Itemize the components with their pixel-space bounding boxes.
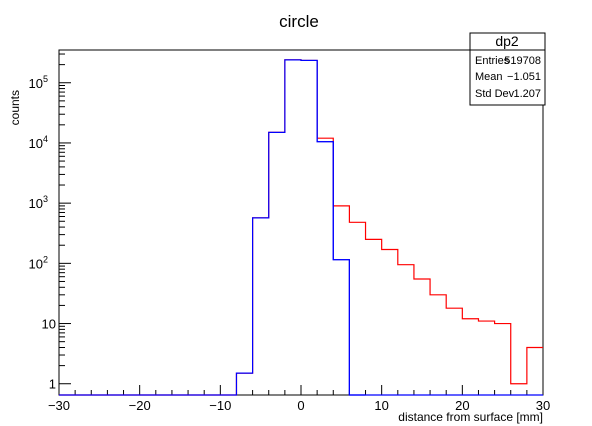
stats-label-mean: Mean	[475, 71, 503, 83]
stats-value-mean: −1.051	[507, 71, 541, 83]
series-layer	[59, 59, 543, 396]
series-step-line	[59, 59, 543, 396]
x-tick-label: 20	[455, 398, 469, 413]
y-tick-label: 102	[29, 254, 48, 271]
y-axis-label: counts	[8, 90, 22, 125]
y-axis: 1 10 102 103 104 105	[29, 53, 71, 392]
y-tick-label: 105	[29, 74, 48, 91]
y-tick-label: 1	[49, 377, 56, 392]
stats-value-stddev: 1.207	[513, 88, 541, 100]
x-tick-label: −20	[129, 398, 151, 413]
x-tick-label: −10	[209, 398, 231, 413]
stats-label-entries: Entries	[475, 55, 510, 67]
x-tick-label: −30	[48, 398, 70, 413]
stats-title: dp2	[495, 33, 519, 49]
stats-box: dp2 Entries 519708 Mean −1.051 Std Dev 1…	[469, 32, 546, 106]
x-axis: −30 −20 −10 0 10 20 30	[48, 385, 550, 413]
y-tick-label: 104	[29, 134, 48, 151]
stats-value-entries: 519708	[504, 55, 541, 67]
y-tick-label: 10	[42, 317, 56, 332]
x-tick-label: 10	[374, 398, 388, 413]
stats-label-stddev: Std Dev	[475, 88, 515, 100]
series-step-line	[59, 59, 543, 396]
x-axis-label: distance from surface [mm]	[398, 410, 543, 424]
x-tick-label: 0	[297, 398, 304, 413]
series-step-line-highlight	[301, 59, 366, 396]
x-tick-label: 30	[536, 398, 550, 413]
chart-title: circle	[279, 12, 319, 31]
y-tick-label: 103	[29, 194, 48, 211]
